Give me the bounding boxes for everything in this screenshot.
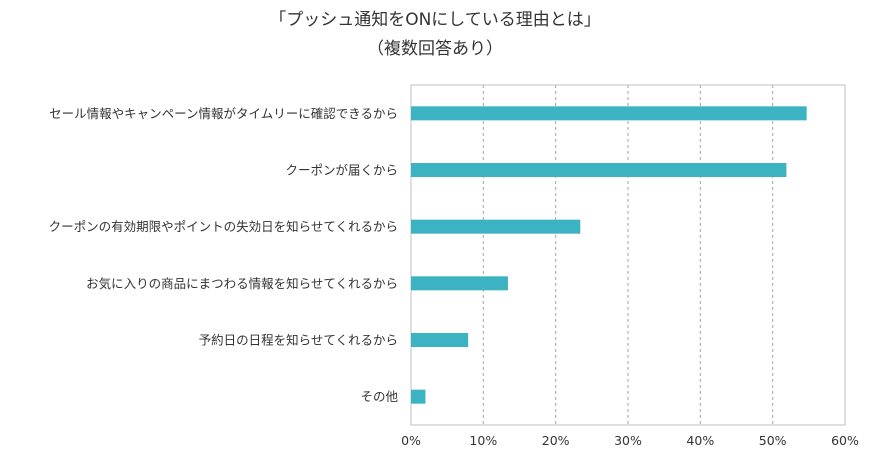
- x-tick-label: 10%: [469, 433, 497, 448]
- bar: [411, 219, 581, 234]
- bar: [411, 163, 787, 177]
- category-label: セール情報やキャンペーン情報がタイムリーに確認できるから: [49, 106, 398, 121]
- bar: [411, 276, 508, 291]
- x-tick-label: 60%: [831, 433, 859, 448]
- category-label: クーポンが届くから: [285, 163, 398, 178]
- bar: [411, 389, 426, 404]
- chart-subtitle: （複数回答あり）: [367, 39, 503, 59]
- bar: [411, 106, 807, 121]
- category-label: 予約日の日程を知らせてくれるから: [199, 333, 398, 348]
- category-labels: セール情報やキャンペーン情報がタイムリーに確認できるからクーポンが届くからクーポ…: [49, 106, 399, 404]
- plot-frame: [410, 84, 846, 426]
- category-label: クーポンの有効期限やポイントの失効日を知らせてくれるから: [49, 219, 398, 234]
- x-tick-label: 20%: [542, 433, 570, 448]
- grid-lines: [482, 85, 774, 425]
- x-tick-label: 40%: [686, 433, 714, 448]
- bar: [411, 333, 469, 347]
- x-tick-label: 30%: [614, 433, 642, 448]
- x-axis-ticks: 0% 10% 20% 30% 40% 50% 60%: [401, 433, 859, 448]
- x-tick-label: 50%: [759, 433, 787, 448]
- category-label: お気に入りの商品にまつわる情報を知らせてくれるから: [86, 276, 398, 291]
- bars: [411, 106, 807, 404]
- x-tick-label: 0%: [401, 433, 421, 448]
- chart-title: 「プッシュ通知をONにしている理由とは」: [269, 10, 601, 30]
- category-label: その他: [360, 389, 398, 404]
